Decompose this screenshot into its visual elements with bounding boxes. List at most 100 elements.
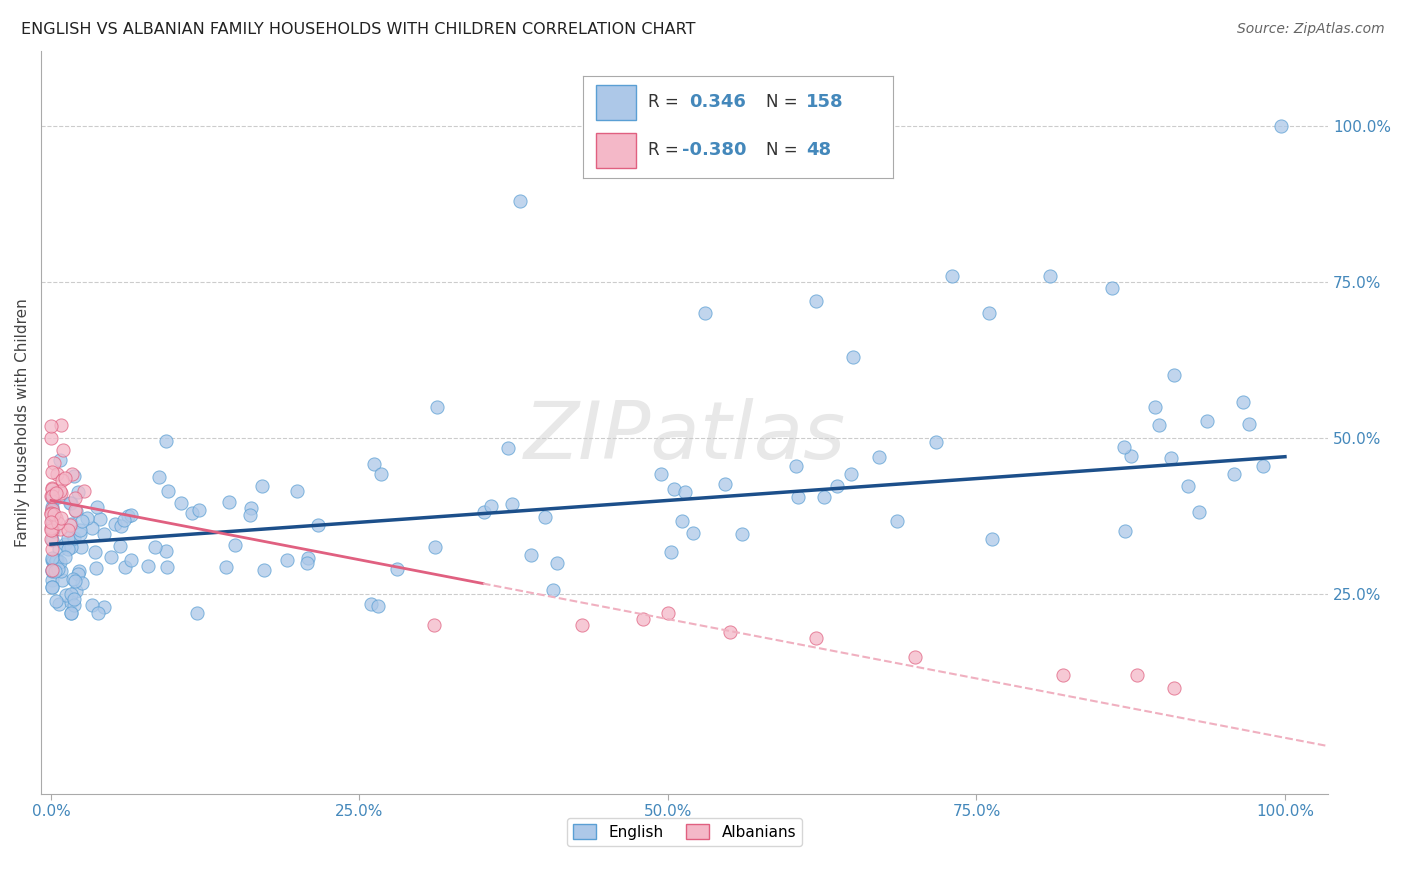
- Point: [55, 588, 77, 602]
- Point: [45, 593, 67, 607]
- Point: [136, 559, 159, 574]
- Point: [1101, 281, 1123, 295]
- Point: [224, 538, 246, 552]
- Point: [41, 502, 63, 516]
- Point: [41, 491, 63, 505]
- Point: [186, 606, 208, 620]
- Point: [42, 524, 65, 538]
- Point: [41, 419, 63, 434]
- Point: [239, 501, 262, 516]
- Point: [51, 573, 73, 587]
- Text: ZIPatlas: ZIPatlas: [523, 398, 845, 476]
- Point: [218, 494, 240, 508]
- Point: [114, 560, 136, 574]
- Point: [360, 597, 382, 611]
- Point: [41, 564, 63, 578]
- Point: [120, 553, 142, 567]
- Point: [69, 524, 91, 538]
- Point: [533, 510, 555, 524]
- Point: [520, 548, 543, 562]
- Point: [67, 564, 90, 578]
- Point: [44, 485, 66, 500]
- Point: [117, 508, 139, 523]
- Point: [41, 551, 63, 566]
- Point: [1232, 394, 1254, 409]
- Point: [41, 533, 63, 547]
- Point: [1039, 268, 1062, 283]
- Point: [682, 525, 704, 540]
- Point: [925, 435, 948, 450]
- Point: [239, 508, 262, 523]
- Point: [60, 587, 83, 601]
- Point: [104, 517, 127, 532]
- Point: [253, 563, 276, 577]
- Point: [93, 526, 115, 541]
- Point: [41, 518, 63, 533]
- Point: [423, 540, 446, 554]
- Point: [41, 574, 63, 588]
- Point: [44, 564, 66, 578]
- Point: [693, 306, 716, 320]
- Point: [671, 514, 693, 528]
- Point: [1144, 400, 1167, 414]
- Point: [41, 523, 63, 537]
- Point: [1147, 417, 1170, 432]
- Point: [62, 468, 84, 483]
- Point: [48, 453, 70, 467]
- Point: [1052, 668, 1074, 682]
- Point: [841, 467, 863, 481]
- Point: [44, 556, 66, 570]
- Point: [41, 502, 63, 516]
- Point: [41, 503, 63, 517]
- Point: [60, 516, 83, 531]
- Point: [41, 483, 63, 497]
- Point: [48, 516, 70, 530]
- Point: [82, 599, 104, 613]
- Point: [1251, 459, 1274, 474]
- Point: [1163, 368, 1185, 383]
- Point: [39, 489, 62, 503]
- Point: [51, 473, 73, 487]
- Point: [70, 514, 93, 528]
- Point: [657, 606, 679, 620]
- Point: [1126, 668, 1149, 682]
- Point: [41, 465, 63, 479]
- Point: [571, 618, 593, 632]
- Point: [100, 550, 122, 565]
- Point: [62, 467, 84, 481]
- Point: [941, 268, 963, 283]
- Point: [718, 624, 741, 639]
- Point: [363, 457, 385, 471]
- Point: [422, 618, 444, 632]
- Point: [49, 511, 72, 525]
- Point: [385, 562, 408, 576]
- Point: [46, 553, 69, 567]
- Point: [63, 503, 86, 517]
- Point: [659, 545, 682, 559]
- Y-axis label: Family Households with Children: Family Households with Children: [15, 298, 30, 547]
- Text: N =: N =: [766, 93, 797, 111]
- Point: [52, 443, 75, 458]
- Point: [1112, 440, 1135, 454]
- Point: [46, 561, 69, 575]
- Point: [786, 490, 808, 504]
- Point: [41, 489, 63, 503]
- Point: [86, 500, 108, 514]
- Text: 0.346: 0.346: [689, 93, 745, 111]
- Point: [1177, 479, 1199, 493]
- Point: [87, 606, 110, 620]
- Point: [41, 512, 63, 526]
- Point: [169, 496, 191, 510]
- Point: [41, 563, 63, 577]
- Point: [76, 510, 98, 524]
- Point: [56, 531, 79, 545]
- Point: [785, 459, 807, 474]
- Point: [370, 467, 392, 481]
- Point: [187, 503, 209, 517]
- Point: [112, 512, 135, 526]
- Point: [650, 467, 672, 481]
- Point: [59, 541, 82, 555]
- Point: [72, 576, 94, 591]
- Point: [731, 527, 754, 541]
- Point: [63, 598, 86, 612]
